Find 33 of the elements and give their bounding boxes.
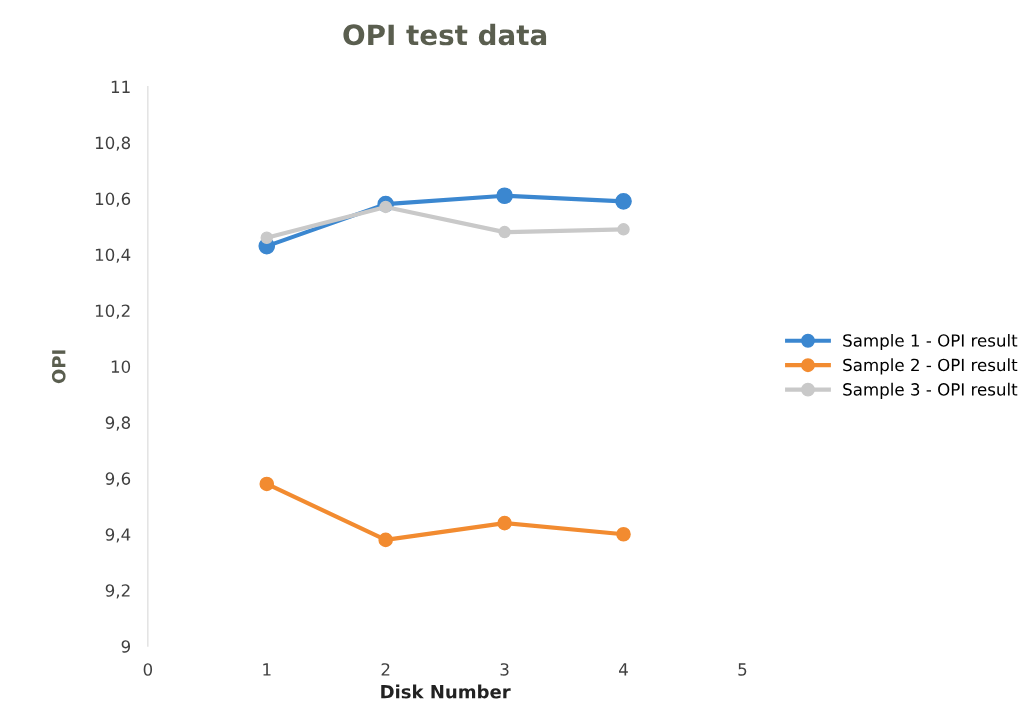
- x-tick-label: 5: [738, 663, 747, 676]
- legend-label: Sample 2 - OPI result: [843, 358, 1018, 375]
- x-tick-label: 4: [619, 663, 628, 676]
- point: [617, 223, 630, 236]
- point: [496, 187, 513, 205]
- point: [260, 231, 274, 244]
- legend-label: Sample 1 - OPI result: [843, 333, 1018, 351]
- point: [259, 476, 275, 492]
- chart-title: OPI test data: [343, 23, 547, 46]
- point: [498, 225, 511, 239]
- y-tick-label: 9,2: [105, 584, 130, 599]
- y-tick-label: 9: [121, 640, 131, 653]
- x-tick-label: 2: [381, 663, 390, 676]
- y-tick-label: 10,6: [95, 192, 131, 207]
- point: [378, 532, 393, 548]
- y-tick-label: 10,8: [95, 136, 131, 151]
- point: [497, 515, 512, 531]
- y-tick-label: 9,6: [105, 472, 131, 487]
- x-tick-label: 0: [143, 663, 153, 676]
- legend-label: Sample 3 - OPI result: [843, 382, 1018, 399]
- point: [615, 193, 632, 210]
- y-tick-label: 9,4: [105, 528, 131, 543]
- y-tick-label: 10,2: [95, 304, 130, 319]
- x-tick-label: 3: [500, 663, 509, 676]
- point: [616, 526, 631, 542]
- y-tick-label: 10: [111, 360, 131, 373]
- y-axis-title: OPI: [51, 350, 66, 384]
- y-tick-label: 9,8: [105, 416, 131, 431]
- point: [379, 200, 392, 214]
- y-tick-label: 11: [111, 80, 130, 93]
- x-tick-label: 1: [263, 663, 271, 676]
- x-axis-title: Disk Number: [381, 684, 511, 699]
- y-tick-label: 10,4: [95, 248, 131, 263]
